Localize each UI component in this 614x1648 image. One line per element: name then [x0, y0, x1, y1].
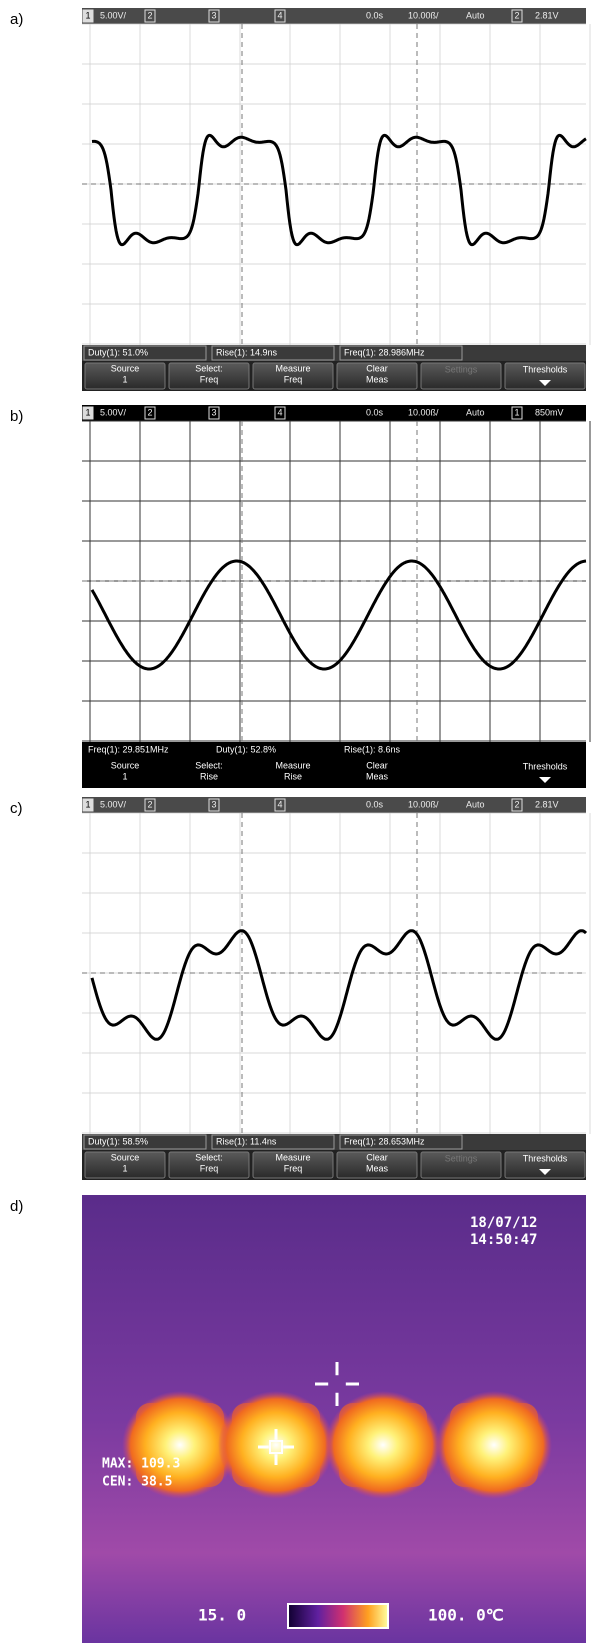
measurement: Freq(1): 28.986MHz [344, 347, 425, 357]
softkey-label: Select: [195, 363, 223, 373]
status-text: Auto [466, 10, 485, 20]
status-text: 3 [211, 10, 216, 20]
status-text: 0.0s [366, 10, 384, 20]
status-text: 1 [514, 407, 519, 417]
panel-label: d) [10, 1198, 23, 1215]
status-text: 4 [277, 10, 282, 20]
status-text: 0.0s [366, 799, 384, 809]
softkey-label: 1 [122, 374, 127, 384]
softkey-label: Rise [200, 771, 218, 781]
status-text: 2 [147, 10, 152, 20]
softkey-label: Meas [366, 1163, 389, 1173]
panel-label: b) [10, 408, 23, 425]
cen-temp: CEN: 38.5 [102, 1475, 172, 1490]
status-text: 5.00V/ [100, 799, 127, 809]
scale-min: 15. 0 [198, 1606, 246, 1625]
measurement: Duty(1): 51.0% [88, 347, 148, 357]
softkey-label: Thresholds [523, 364, 568, 374]
softkey-label: Source [111, 1152, 140, 1162]
figure: a) 1 5.00V/2 3 4 0.0s 10.00ß/Auto 2 2.81V Duty(1)… [0, 0, 614, 1643]
date: 18/07/12 [470, 1215, 537, 1231]
status-text: Auto [466, 407, 485, 417]
status-text: 1 [85, 10, 90, 20]
softkey-label: Freq [200, 1163, 219, 1173]
softkey-label: Meas [366, 374, 389, 384]
softkey-label: Select: [195, 760, 223, 770]
status-text: 850mV [535, 407, 564, 417]
status-text: 10.00ß/ [408, 407, 439, 417]
softkey-label: Measure [275, 363, 310, 373]
page: {"panels":[ {"label":"a)","top_bar":["1"… [0, 0, 614, 1648]
softkey-label: 1 [122, 771, 127, 781]
softkey-label: Rise [284, 771, 302, 781]
measurement: Rise(1): 14.9ns [216, 347, 278, 357]
status-text: 3 [211, 407, 216, 417]
panel-label: c) [10, 800, 23, 817]
softkey-label: Settings [445, 1153, 478, 1163]
softkey-label: Thresholds [523, 761, 568, 771]
status-text: 1 [85, 799, 90, 809]
body: a) 1 5.00V/2 3 4 0.0s 10.00ß/Auto 2 2.81V Duty(1)… [0, 0, 614, 1648]
softkey-label: Measure [275, 760, 310, 770]
softkey-label: Freq [284, 1163, 303, 1173]
measurement: Freq(1): 29.851MHz [88, 744, 169, 754]
measurement: Freq(1): 28.653MHz [344, 1136, 425, 1146]
status-text: 2 [514, 10, 519, 20]
panel-label: a) [10, 11, 23, 28]
softkey-label: Clear [366, 1152, 388, 1162]
softkey-label: Freq [200, 374, 219, 384]
hot-spot [436, 1391, 552, 1499]
status-text: 2.81V [535, 799, 559, 809]
color-scale [288, 1604, 388, 1628]
status-text: 2.81V [535, 10, 559, 20]
status-text: 2 [514, 799, 519, 809]
status-bar [82, 8, 586, 24]
hot-spot [218, 1391, 334, 1499]
scale-max: 100. 0℃ [428, 1606, 504, 1625]
status-text: 3 [211, 799, 216, 809]
status-bar [82, 405, 586, 421]
time: 14:50:47 [470, 1232, 537, 1248]
softkey-label: Meas [366, 771, 389, 781]
measurement: Rise(1): 11.4ns [216, 1136, 277, 1146]
measurement: Duty(1): 52.8% [216, 744, 276, 754]
softkey-label: Clear [366, 760, 388, 770]
status-text: 4 [277, 799, 282, 809]
status-text: 2 [147, 407, 152, 417]
softkey-label: Clear [366, 363, 388, 373]
softkey-label: Source [111, 760, 140, 770]
status-text: 10.00ß/ [408, 799, 439, 809]
status-text: 2 [147, 799, 152, 809]
status-text: 5.00V/ [100, 10, 127, 20]
softkey-label: Thresholds [523, 1153, 568, 1163]
softkey-bar [82, 758, 586, 788]
softkey-label: Measure [275, 1152, 310, 1162]
measurement: Duty(1): 58.5% [88, 1136, 148, 1146]
max-temp: MAX: 109.3 [102, 1457, 180, 1472]
softkey-label: Freq [284, 374, 303, 384]
softkey-label: Select: [195, 1152, 223, 1162]
measurement: Rise(1): 8.6ns [344, 744, 401, 754]
status-text: Auto [466, 799, 485, 809]
hot-spot [325, 1391, 441, 1499]
softkey-label: Source [111, 363, 140, 373]
status-text: 10.00ß/ [408, 10, 439, 20]
status-text: 1 [85, 407, 90, 417]
status-text: 4 [277, 407, 282, 417]
softkey-label: 1 [122, 1163, 127, 1173]
softkey-label: Settings [445, 364, 478, 374]
status-text: 5.00V/ [100, 407, 127, 417]
status-bar [82, 797, 586, 813]
status-text: 0.0s [366, 407, 384, 417]
